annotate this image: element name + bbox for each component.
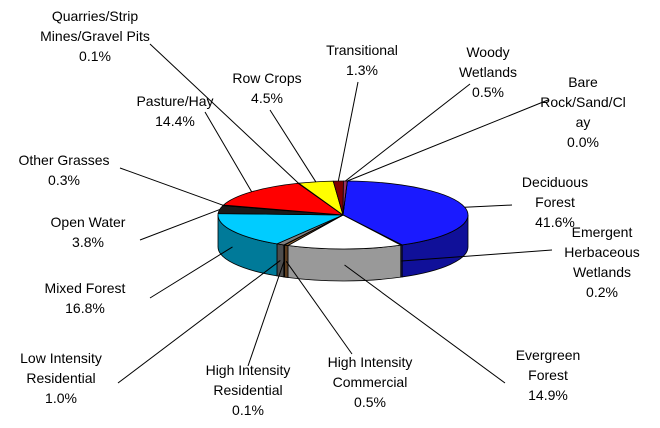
value-label: 16.8% — [65, 300, 105, 316]
leader-line — [345, 83, 471, 182]
value-label: 0.0% — [567, 134, 599, 150]
value-label: 14.9% — [528, 387, 568, 403]
value-label: 0.3% — [48, 172, 80, 188]
category-name: Bare Rock/Sand/Clay — [540, 74, 626, 130]
value-label: 0.1% — [232, 402, 264, 418]
leader-line — [464, 204, 513, 208]
value-label: 1.3% — [346, 62, 378, 78]
pie-slice — [342, 180, 469, 246]
value-label: 0.1% — [79, 48, 111, 64]
slice-label: Bare Rock/Sand/Clay 0.0% — [540, 72, 626, 152]
leader-line — [337, 81, 359, 182]
category-name: Evergreen Forest — [515, 347, 581, 383]
slice-label: Deciduous Forest 41.6% — [512, 172, 598, 232]
category-name: High Intensity Commercial — [327, 354, 413, 390]
leader-line — [247, 260, 285, 367]
slice-label: Row Crops 4.5% — [222, 68, 312, 108]
leader-line — [347, 99, 549, 182]
category-name: Other Grasses — [18, 152, 110, 168]
pie-slice — [342, 180, 348, 216]
leader-line — [119, 167, 224, 206]
pie-slice — [222, 182, 345, 216]
slice-label: Emergent Herbaceous Wetlands 0.2% — [552, 222, 652, 302]
leader-line — [149, 43, 299, 184]
slice-label: Woody Wetlands 0.5% — [450, 42, 526, 102]
slice-label: High Intensity Commercial 0.5% — [320, 352, 420, 412]
category-name: Deciduous Forest — [521, 174, 589, 210]
slice-label: Other Grasses 0.3% — [5, 150, 123, 190]
slice-label: Quarries/Strip Mines/Gravel Pits 0.1% — [40, 6, 150, 66]
slice-label: Mixed Forest 16.8% — [35, 278, 135, 318]
pie-slice — [286, 214, 403, 250]
leader-line — [139, 209, 220, 241]
category-name: Transitional — [326, 42, 398, 58]
category-name: Woody Wetlands — [458, 44, 518, 80]
slice-label: Open Water 3.8% — [38, 212, 138, 252]
slice-label: Low Intensity Residential 1.0% — [5, 348, 117, 408]
value-label: 14.4% — [155, 113, 195, 129]
pie-slice — [217, 213, 344, 245]
leader-line — [269, 109, 317, 183]
category-name: Pasture/Hay — [136, 93, 214, 109]
value-label: 0.5% — [354, 394, 386, 410]
category-name: Emergent Herbaceous Wetlands — [564, 224, 640, 280]
value-label: 41.6% — [535, 214, 575, 230]
category-name: Mixed Forest — [44, 280, 126, 296]
category-name: Low Intensity Residential — [20, 350, 102, 386]
leader-line — [401, 249, 553, 262]
value-label: 4.5% — [251, 90, 283, 106]
leader-line — [344, 264, 506, 384]
slice-label: Evergreen Forest 14.9% — [505, 345, 591, 405]
leader-line — [117, 260, 281, 384]
slice-label: Pasture/Hay 14.4% — [125, 91, 225, 131]
leader-line — [204, 111, 253, 193]
category-name: Row Crops — [232, 70, 302, 86]
value-label: 0.2% — [586, 284, 618, 300]
slice-label: Transitional 1.3% — [316, 40, 408, 80]
value-label: 0.5% — [472, 84, 504, 100]
leader-line — [149, 246, 233, 299]
leader-line — [285, 260, 353, 355]
category-name: High Intensity Residential — [205, 362, 291, 398]
value-label: 1.0% — [45, 390, 77, 406]
value-label: 3.8% — [72, 234, 104, 250]
slice-label: High Intensity Residential 0.1% — [190, 360, 306, 420]
category-name: Open Water — [50, 214, 126, 230]
slice-side — [287, 244, 402, 282]
category-name: Quarries/Strip Mines/Gravel Pits — [40, 8, 150, 44]
